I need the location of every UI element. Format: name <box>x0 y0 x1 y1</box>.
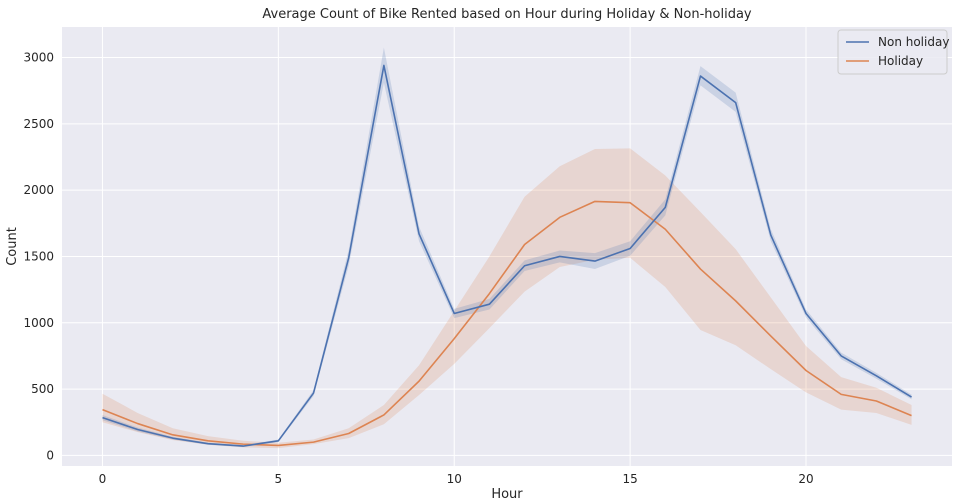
ci-band-holiday <box>102 148 912 449</box>
x-tick-label: 0 <box>99 472 107 486</box>
x-tick-label: 20 <box>798 472 813 486</box>
y-axis-ticks: 0 500 1000 1500 2000 2500 3000 <box>23 51 54 463</box>
x-axis-ticks: 0 5 10 15 20 <box>99 472 814 486</box>
confidence-bands <box>102 47 912 449</box>
legend-box <box>837 29 948 75</box>
x-tick-label: 5 <box>275 472 283 486</box>
y-tick-label: 0 <box>46 448 54 462</box>
legend-label: Holiday <box>878 54 923 68</box>
y-tick-label: 2500 <box>23 117 54 131</box>
legend-label: Non holiday <box>878 35 949 49</box>
y-tick-label: 1500 <box>23 249 54 263</box>
x-axis-title: Hour <box>491 487 523 502</box>
gridlines <box>62 27 952 466</box>
x-tick-label: 15 <box>622 472 637 486</box>
series-line-non-holiday <box>102 64 912 447</box>
y-axis-title: Count <box>5 227 20 266</box>
y-tick-label: 500 <box>31 382 54 396</box>
x-tick-label: 10 <box>447 472 462 486</box>
chart-title: Average Count of Bike Rented based on Ho… <box>262 7 752 22</box>
y-tick-label: 1000 <box>23 316 54 330</box>
series-lines <box>102 64 912 447</box>
plot-area <box>62 27 952 466</box>
series-line-holiday <box>102 200 912 447</box>
legend: Non holiday Holiday <box>837 29 949 75</box>
y-tick-label: 2000 <box>23 183 54 197</box>
y-tick-label: 3000 <box>23 51 54 65</box>
